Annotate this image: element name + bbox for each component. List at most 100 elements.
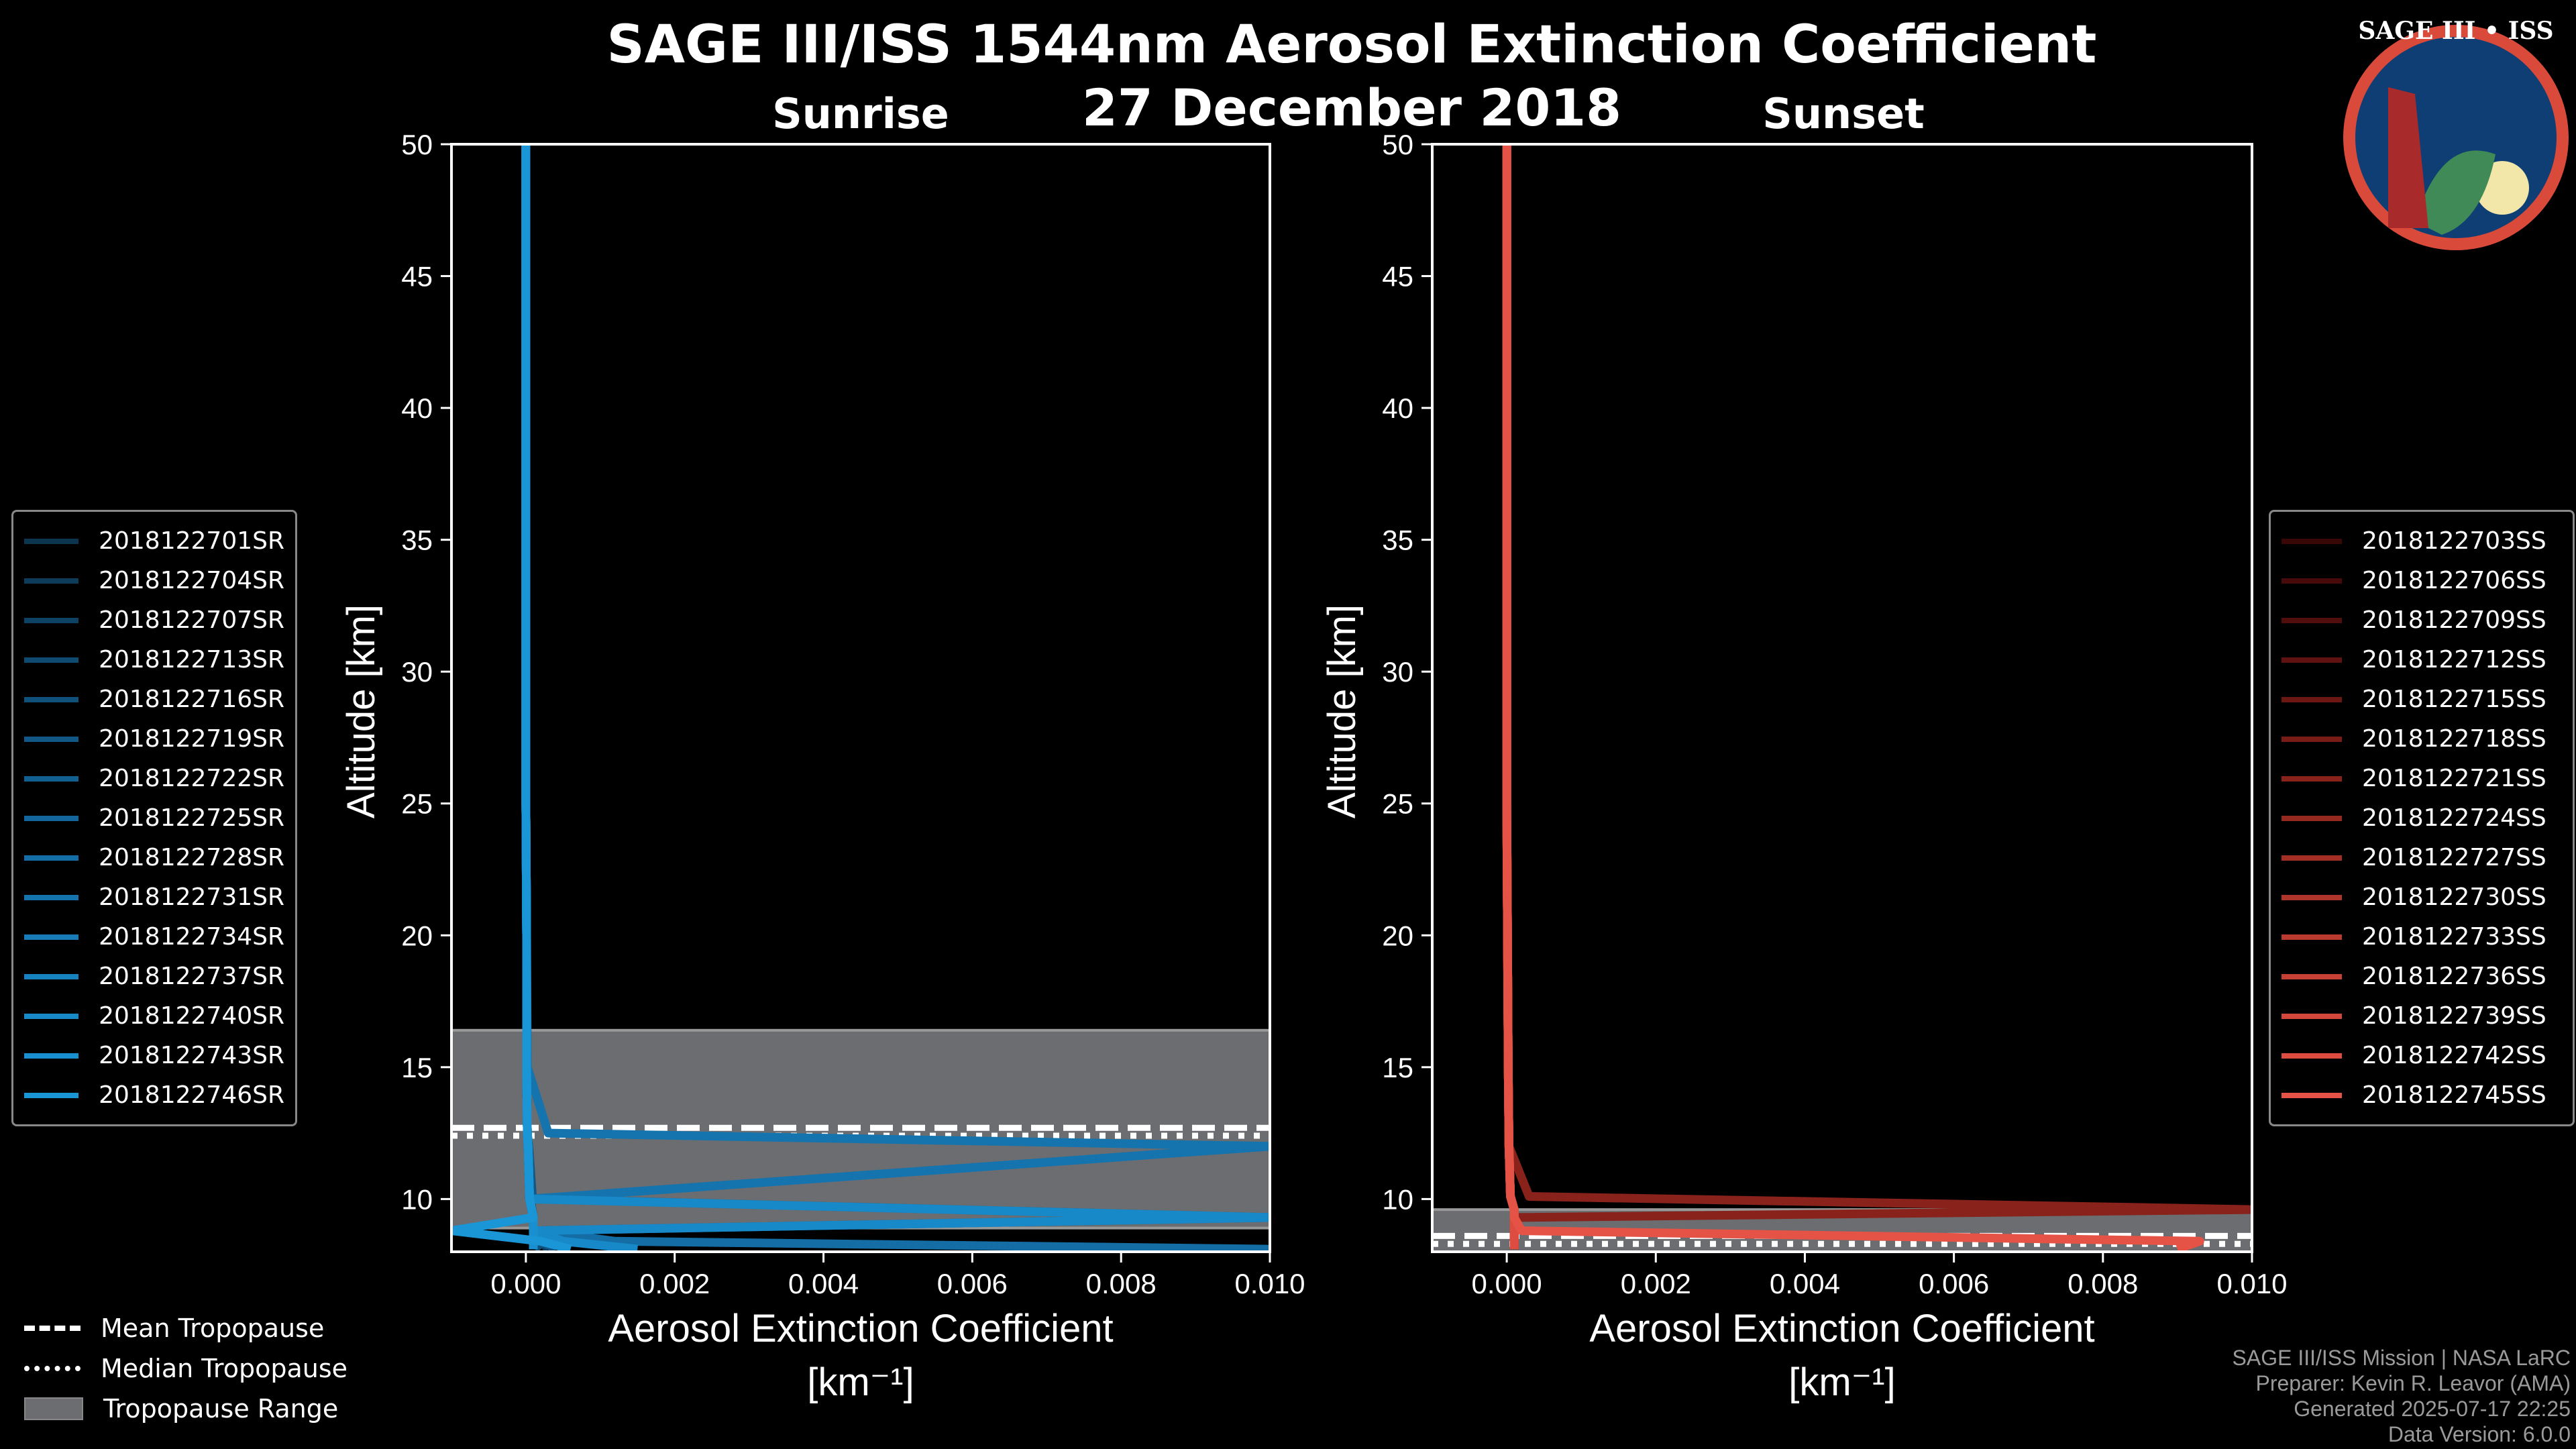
legend-swatch-icon xyxy=(24,973,79,979)
legend-item: 2018122713SR xyxy=(24,640,284,680)
legend-item: 2018122727SS xyxy=(2282,838,2562,877)
legend-swatch-icon xyxy=(2282,1053,2342,1059)
legend-swatch-icon xyxy=(24,617,79,623)
x-tick-label: 0.008 xyxy=(1086,1268,1157,1299)
legend-label: 2018122724SS xyxy=(2362,804,2546,832)
legend-swatch-icon xyxy=(2282,696,2342,702)
legend-swatch-icon xyxy=(24,775,79,782)
legend-item: 2018122718SS xyxy=(2282,719,2562,759)
legend-label: 2018122715SS xyxy=(2362,686,2546,713)
plot-area xyxy=(1432,144,2252,1252)
footer-line: Generated 2025-07-17 22:25 xyxy=(2294,1397,2571,1421)
legend-item: 2018122721SS xyxy=(2282,759,2562,798)
legend-item: 2018122722SR xyxy=(24,759,284,798)
footer-line: SAGE III/ISS Mission | NASA LaRC xyxy=(2232,1346,2571,1370)
legend-mean-tropopause: Mean Tropopause xyxy=(24,1308,347,1348)
legend-label: 2018122728SR xyxy=(99,844,284,871)
y-tick-label: 40 xyxy=(1382,392,1413,424)
legend-swatch-icon xyxy=(24,1013,79,1019)
legend-item: 2018122709SS xyxy=(2282,600,2562,640)
y-tick-label: 10 xyxy=(401,1183,433,1215)
y-tick-label: 50 xyxy=(1382,129,1413,160)
y-axis-label: Altitude [km] xyxy=(339,604,383,818)
legend-label: 2018122706SS xyxy=(2362,567,2546,594)
y-tick-label: 35 xyxy=(1382,525,1413,556)
legend-swatch-icon xyxy=(2282,934,2342,940)
legend-item: 2018122731SR xyxy=(24,877,284,917)
legend-swatch-icon xyxy=(2282,578,2342,584)
sage-iii-iss-logo: SAGE III • ISS xyxy=(2343,17,2569,250)
legend-item: 2018122734SR xyxy=(24,917,284,957)
legend-label: 2018122746SR xyxy=(99,1081,284,1109)
series-line-2018122745SS xyxy=(1502,144,2204,1252)
x-tick-label: 0.002 xyxy=(639,1268,710,1299)
legend-swatch-icon xyxy=(24,696,79,702)
x-axis-units: [km⁻¹] xyxy=(807,1360,914,1404)
legend-swatch-icon xyxy=(24,578,79,584)
tropopause-legend: Mean Tropopause Median Tropopause Tropop… xyxy=(24,1308,347,1429)
legend-item: 2018122712SS xyxy=(2282,640,2562,680)
legend-swatch-icon xyxy=(2282,855,2342,861)
legend-item: 2018122716SR xyxy=(24,680,284,719)
legend-swatch-icon xyxy=(2282,815,2342,821)
x-tick-label: 0.010 xyxy=(1234,1268,1305,1299)
legend-item: 2018122719SR xyxy=(24,719,284,759)
legend-item: 2018122733SS xyxy=(2282,917,2562,957)
x-tick-label: 0.006 xyxy=(937,1268,1008,1299)
legend-swatch-icon xyxy=(2282,894,2342,900)
y-tick-label: 45 xyxy=(1382,261,1413,292)
y-tick-label: 25 xyxy=(1382,788,1413,820)
legend-label: 2018122727SS xyxy=(2362,844,2546,871)
x-tick-label: 0.008 xyxy=(2068,1268,2138,1299)
y-axis-label: Altitude [km] xyxy=(1320,604,1364,818)
legend-label: 2018122719SR xyxy=(99,725,284,753)
legend-item: 2018122715SS xyxy=(2282,680,2562,719)
legend-label: 2018122722SR xyxy=(99,765,284,792)
y-tick-label: 30 xyxy=(401,656,433,688)
legend-label: 2018122703SS xyxy=(2362,527,2546,555)
axes-frame xyxy=(1431,143,2253,1253)
logo-text: SAGE III • ISS xyxy=(2358,17,2553,45)
legend-median-tropopause: Median Tropopause xyxy=(24,1348,347,1389)
legend-swatch-icon xyxy=(24,894,79,900)
legend-label: 2018122740SR xyxy=(99,1002,284,1030)
legend-item: 2018122706SS xyxy=(2282,561,2562,600)
legend-swatch-icon xyxy=(2282,1092,2342,1098)
legend-label: 2018122713SR xyxy=(99,646,284,674)
chart-date: 27 December 2018 xyxy=(1081,78,1622,138)
legend-swatch-icon xyxy=(24,1092,79,1098)
x-tick-label: 0.000 xyxy=(1472,1268,1542,1299)
legend-sunset: 2018122703SS 2018122706SS 2018122709SS 2018… xyxy=(2269,510,2575,1126)
legend-swatch-icon xyxy=(24,815,79,821)
legend-label: 2018122730SS xyxy=(2362,883,2546,911)
x-tick-label: 0.006 xyxy=(1919,1268,1989,1299)
y-tick-label: 25 xyxy=(401,788,433,820)
footer-line: Preparer: Kevin R. Leavor (AMA) xyxy=(2255,1371,2571,1395)
panel-sunrise: 0.000 0.002 0.004 0.006 0.008 0.010 10 15 20 25 30… xyxy=(339,129,1305,1404)
plot-area xyxy=(451,144,1270,1252)
y-tick-label: 45 xyxy=(401,261,433,292)
legend-item: 2018122740SR xyxy=(24,996,284,1036)
legend-swatch-icon xyxy=(24,934,79,940)
footer-credits: SAGE III/ISS Mission | NASA LaRC Prepare… xyxy=(2233,1345,2571,1447)
legend-item: 2018122725SR xyxy=(24,798,284,838)
x-axis-units: [km⁻¹] xyxy=(1788,1360,1895,1404)
legend-item: 2018122737SR xyxy=(24,957,284,996)
legend-sunrise: 2018122701SR 2018122704SR 2018122707SR 2018… xyxy=(11,510,297,1126)
legend-swatch-icon xyxy=(2282,617,2342,623)
legend-item: 2018122743SR xyxy=(24,1036,284,1075)
legend-item: 2018122703SS xyxy=(2282,521,2562,561)
y-tick-label: 20 xyxy=(401,920,433,951)
panel-title-sunset: Sunset xyxy=(1762,89,1925,138)
legend-tropopause-range: Tropopause Range xyxy=(24,1389,347,1429)
series-line-2018122721SS xyxy=(1502,144,2252,1250)
legend-label: Median Tropopause xyxy=(101,1354,347,1383)
legend-label: Mean Tropopause xyxy=(101,1313,325,1343)
legend-label: 2018122701SR xyxy=(99,527,284,555)
legend-swatch-icon xyxy=(2282,1013,2342,1019)
x-axis-label: Aerosol Extinction Coefficient xyxy=(1589,1307,2094,1350)
legend-swatch-icon xyxy=(2282,973,2342,979)
legend-label: 2018122745SS xyxy=(2362,1081,2546,1109)
legend-swatch-icon xyxy=(24,736,79,742)
